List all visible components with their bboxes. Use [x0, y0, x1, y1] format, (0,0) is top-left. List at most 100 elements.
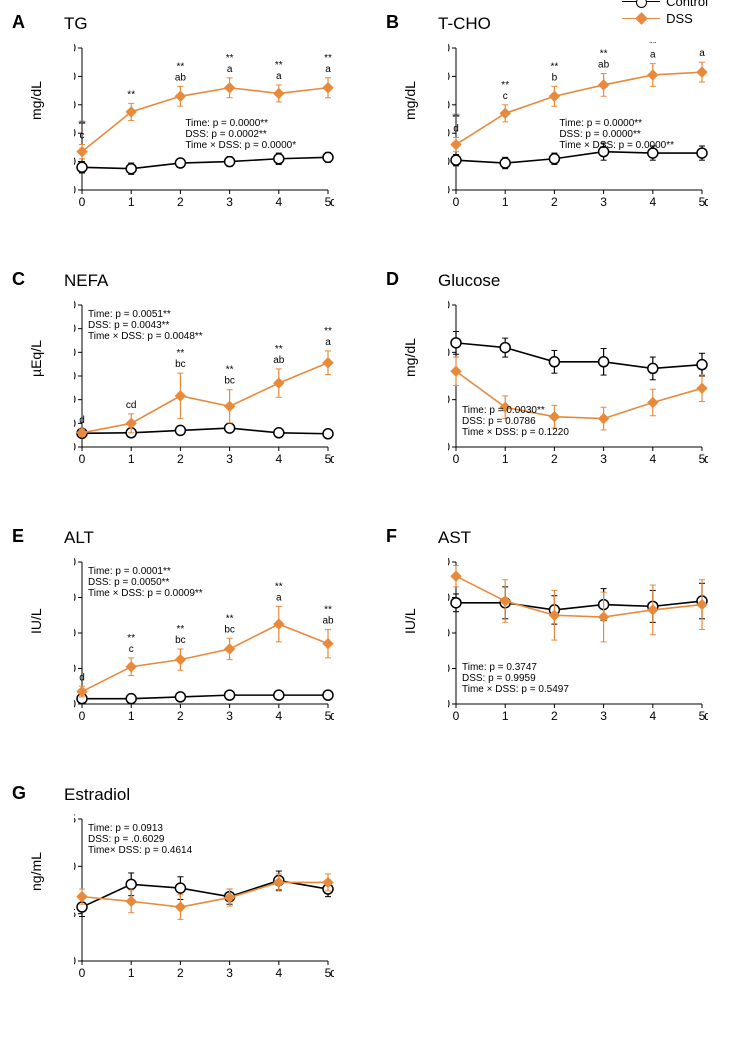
svg-text:day: day [330, 708, 334, 723]
svg-text:0: 0 [448, 183, 450, 197]
svg-text:100: 100 [448, 155, 450, 169]
panel-title: AST [438, 528, 471, 548]
svg-text:0: 0 [453, 195, 460, 209]
panel-title: T-CHO [438, 14, 491, 34]
svg-text:a: a [325, 337, 331, 348]
svg-text:a: a [276, 71, 282, 82]
svg-text:1: 1 [128, 709, 135, 723]
svg-text:400: 400 [448, 69, 450, 83]
svg-text:500: 500 [74, 416, 76, 430]
svg-text:Time× DSS: p = 0.4614: Time× DSS: p = 0.4614 [88, 845, 193, 856]
svg-text:3: 3 [226, 709, 233, 723]
plot-F: 100120140160180012345dayTime: p = 0.3747… [448, 556, 708, 726]
svg-text:a: a [650, 50, 656, 61]
svg-text:0: 0 [74, 440, 76, 454]
svg-text:**: ** [275, 344, 283, 355]
svg-text:Time: p = 0.0051**: Time: p = 0.0051** [88, 309, 171, 320]
svg-text:day: day [330, 965, 334, 980]
svg-text:c: c [80, 131, 85, 142]
svg-text:1: 1 [502, 195, 509, 209]
svg-text:4: 4 [649, 709, 656, 723]
y-axis-label: IU/L [402, 608, 418, 634]
svg-text:4: 4 [275, 195, 282, 209]
svg-text:200: 200 [448, 126, 450, 140]
panel-B: B T-CHO 0100200300400500012345day**d**c*… [384, 10, 738, 253]
svg-text:3: 3 [600, 452, 607, 466]
panel-title: ALT [64, 528, 94, 548]
svg-text:180: 180 [448, 556, 450, 569]
svg-text:**: ** [78, 120, 86, 131]
panel-title: Estradiol [64, 785, 130, 805]
svg-text:2: 2 [551, 709, 558, 723]
svg-text:b: b [552, 72, 558, 83]
svg-text:c: c [129, 644, 134, 655]
svg-text:3000: 3000 [74, 299, 76, 312]
panel-G: G Estradiol 051015012345dayTime: p = 0.0… [10, 781, 374, 1024]
svg-text:Time × DSS: p = 0.5497: Time × DSS: p = 0.5497 [462, 684, 569, 695]
svg-text:500: 500 [448, 42, 450, 55]
svg-text:15: 15 [74, 813, 76, 826]
svg-text:**: ** [226, 365, 234, 376]
svg-text:2500: 2500 [74, 322, 76, 336]
svg-text:a: a [699, 48, 705, 59]
svg-text:DSS: p = 0.0000**: DSS: p = 0.0000** [559, 129, 641, 140]
figure-grid: Control DSS A TG 02000400060008000100000… [10, 10, 738, 1024]
svg-text:100: 100 [448, 697, 450, 711]
panel-title: Glucose [438, 271, 500, 291]
svg-text:DSS: p = 0.0002**: DSS: p = 0.0002** [185, 129, 267, 140]
svg-text:ab: ab [175, 72, 187, 83]
svg-text:day: day [704, 194, 708, 209]
svg-text:2: 2 [177, 195, 184, 209]
svg-text:day: day [330, 451, 334, 466]
y-axis-label: ng/mL [28, 852, 44, 891]
svg-text:200: 200 [448, 345, 450, 359]
svg-text:0: 0 [79, 709, 86, 723]
svg-text:**: ** [452, 112, 460, 123]
svg-text:1: 1 [128, 452, 135, 466]
svg-text:**: ** [275, 60, 283, 71]
legend-control-label: Control [666, 0, 708, 9]
svg-text:DSS: p = 0.9959: DSS: p = 0.9959 [462, 673, 536, 684]
panel-A: A TG 0200040006000800010000012345day**c*… [10, 10, 374, 253]
svg-text:10: 10 [74, 859, 76, 873]
svg-text:4: 4 [649, 195, 656, 209]
svg-text:3: 3 [600, 709, 607, 723]
panel-letter: B [386, 12, 399, 33]
plot-G: 051015012345dayTime: p = 0.0913DSS: p = … [74, 813, 334, 983]
svg-text:10000: 10000 [74, 42, 76, 55]
svg-text:Time: p = 0.3747: Time: p = 0.3747 [462, 662, 537, 673]
svg-text:0: 0 [79, 195, 86, 209]
svg-text:**: ** [501, 80, 509, 91]
svg-text:**: ** [226, 53, 234, 64]
panel-letter: F [386, 526, 397, 547]
svg-text:0: 0 [74, 183, 76, 197]
svg-text:**: ** [600, 49, 608, 60]
svg-text:ab: ab [598, 60, 610, 71]
svg-text:20: 20 [74, 662, 76, 676]
svg-text:160: 160 [448, 591, 450, 605]
svg-text:4: 4 [275, 966, 282, 980]
panel-title: NEFA [64, 271, 108, 291]
plot-A: 0200040006000800010000012345day**c****ab… [74, 42, 334, 212]
svg-text:Time × DSS: p = 0.0000**: Time × DSS: p = 0.0000** [559, 140, 674, 151]
svg-text:0: 0 [79, 966, 86, 980]
svg-text:d: d [79, 415, 85, 426]
svg-text:Time × DSS: p = 0.0009**: Time × DSS: p = 0.0009** [88, 588, 203, 599]
svg-text:150: 150 [448, 393, 450, 407]
svg-text:4: 4 [275, 452, 282, 466]
panel-letter: A [12, 12, 25, 33]
svg-text:1000: 1000 [74, 393, 76, 407]
svg-text:cd: cd [126, 400, 137, 411]
svg-text:day: day [704, 708, 708, 723]
panel-title: TG [64, 14, 88, 34]
svg-text:d: d [79, 672, 85, 683]
plot-D: 100150200250012345dayTime: p = 0.0030**D… [448, 299, 708, 469]
svg-text:40: 40 [74, 626, 76, 640]
svg-text:0: 0 [74, 697, 76, 711]
svg-text:2: 2 [177, 452, 184, 466]
svg-text:**: ** [324, 53, 332, 64]
svg-text:5: 5 [74, 907, 76, 921]
svg-text:DSS: p = 0.0786: DSS: p = 0.0786 [462, 416, 536, 427]
y-axis-label: mg/dL [402, 338, 418, 377]
svg-text:4: 4 [275, 709, 282, 723]
